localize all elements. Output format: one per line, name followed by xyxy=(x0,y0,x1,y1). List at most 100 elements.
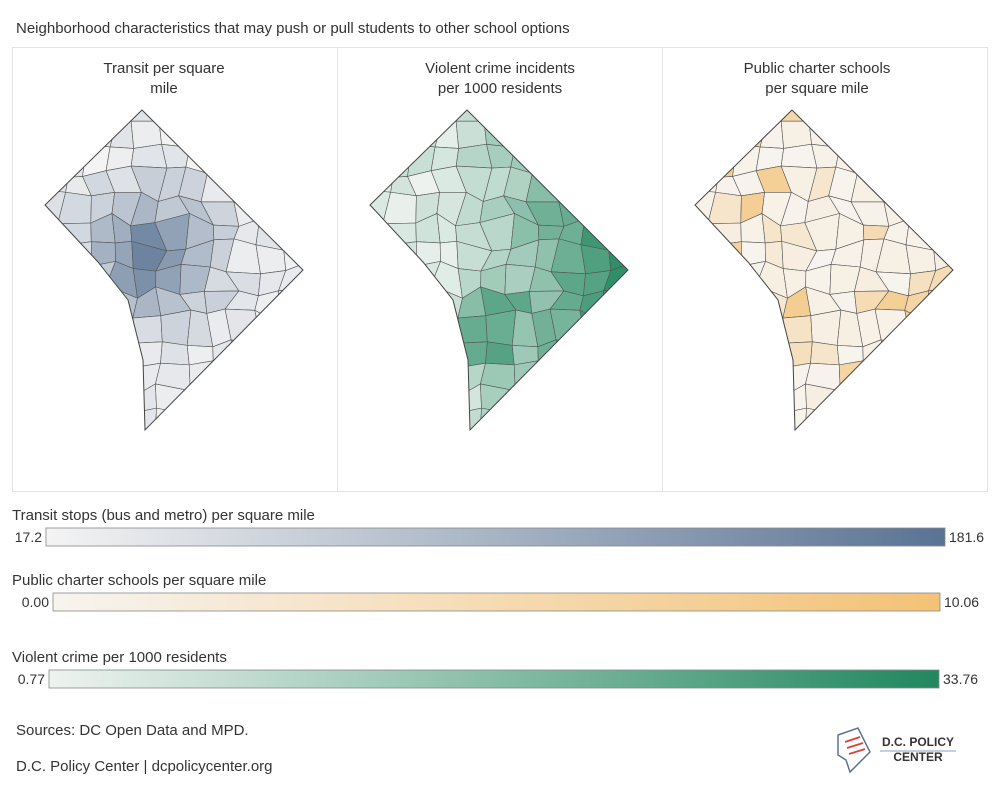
neighborhood xyxy=(933,382,953,415)
neighborhood xyxy=(876,177,912,203)
neighborhood xyxy=(384,338,418,361)
neighborhood xyxy=(905,146,937,179)
neighborhood xyxy=(623,110,628,123)
panel-title: mile xyxy=(150,80,178,97)
neighborhood xyxy=(483,110,516,126)
neighborhood xyxy=(485,309,517,346)
neighborhood xyxy=(603,117,628,147)
neighborhood xyxy=(573,177,611,203)
neighborhood xyxy=(158,110,191,126)
neighborhood xyxy=(558,359,586,390)
neighborhood xyxy=(632,118,654,146)
neighborhood xyxy=(485,341,515,366)
neighborhood xyxy=(110,366,140,395)
neighborhood xyxy=(464,431,488,460)
neighborhood xyxy=(527,433,563,467)
neighborhood xyxy=(716,405,742,430)
neighborhood xyxy=(551,147,587,179)
neighborhood xyxy=(45,359,62,395)
neighborhood xyxy=(45,220,63,247)
neighborhood xyxy=(207,147,235,179)
neighborhood xyxy=(278,110,303,121)
neighborhood xyxy=(188,110,212,130)
neighborhood xyxy=(733,309,763,341)
legend-title: Transit stops (bus and metro) per square… xyxy=(12,507,315,524)
neighborhood xyxy=(880,339,913,364)
neighborhood xyxy=(275,198,303,224)
neighborhood xyxy=(185,382,213,415)
neighborhood xyxy=(951,319,953,346)
neighborhood xyxy=(297,260,303,300)
map xyxy=(690,109,984,467)
neighborhood xyxy=(435,366,465,395)
neighborhood xyxy=(551,177,587,203)
neighborhood xyxy=(273,429,303,430)
legend-min: 0.00 xyxy=(22,594,49,610)
neighborhood xyxy=(154,429,191,430)
neighborhood xyxy=(410,110,443,122)
neighborhood xyxy=(139,431,163,460)
neighborhood xyxy=(560,433,587,462)
neighborhood xyxy=(370,382,393,417)
neighborhood xyxy=(275,319,303,346)
neighborhood xyxy=(947,287,953,322)
neighborhood xyxy=(954,239,982,269)
neighborhood xyxy=(629,406,659,436)
neighborhood xyxy=(202,433,238,467)
neighborhood xyxy=(602,333,628,369)
neighborhood xyxy=(610,144,628,179)
neighborhood xyxy=(630,168,650,198)
neighborhood xyxy=(510,429,538,430)
neighborhood xyxy=(526,405,564,430)
neighborhood xyxy=(479,407,516,430)
neighborhood xyxy=(739,405,768,430)
neighborhoods xyxy=(370,110,659,467)
neighborhood xyxy=(583,410,610,430)
neighborhood xyxy=(248,201,277,224)
neighborhood xyxy=(382,265,418,288)
neighborhood xyxy=(226,147,262,179)
neighborhood xyxy=(434,120,459,149)
neighborhood xyxy=(405,380,436,415)
neighborhood xyxy=(63,121,87,146)
legend-max: 181.6 xyxy=(949,529,984,545)
neighborhood xyxy=(735,110,768,122)
logo-text: D.C. POLICY xyxy=(882,735,954,749)
neighborhood xyxy=(130,143,168,169)
neighborhood xyxy=(695,170,719,193)
neighborhood xyxy=(85,110,118,122)
neighborhood xyxy=(947,260,953,300)
neighborhood xyxy=(382,286,410,318)
neighborhood xyxy=(579,359,609,390)
neighborhood xyxy=(304,239,332,269)
neighborhood xyxy=(761,339,789,369)
neighborhood xyxy=(695,382,718,417)
neighborhood xyxy=(853,380,889,409)
neighborhood xyxy=(201,405,239,430)
neighborhood xyxy=(388,121,412,146)
neighborhood xyxy=(690,435,719,456)
neighborhood xyxy=(406,284,433,318)
neighborhood xyxy=(713,310,737,342)
neighborhood xyxy=(580,119,612,151)
neighborhood xyxy=(855,110,886,130)
neighborhood xyxy=(906,110,937,125)
panel-title: per 1000 residents xyxy=(438,80,562,97)
neighborhood xyxy=(852,433,888,467)
neighborhood xyxy=(780,143,818,169)
neighborhood xyxy=(695,244,716,269)
neighborhood xyxy=(626,319,628,346)
neighborhood xyxy=(188,360,214,392)
neighborhood xyxy=(904,359,934,390)
neighborhood xyxy=(205,110,236,130)
legend-title: Violent crime per 1000 residents xyxy=(12,649,227,666)
neighborhood xyxy=(954,406,984,436)
neighborhood xyxy=(928,117,953,147)
neighborhood xyxy=(80,358,119,384)
neighborhood xyxy=(437,431,465,464)
credit: D.C. Policy Center | dcpolicycenter.org xyxy=(16,758,273,775)
neighborhood xyxy=(857,147,885,179)
neighborhood xyxy=(45,142,69,178)
panel-title: Violent crime incidents xyxy=(425,60,575,77)
